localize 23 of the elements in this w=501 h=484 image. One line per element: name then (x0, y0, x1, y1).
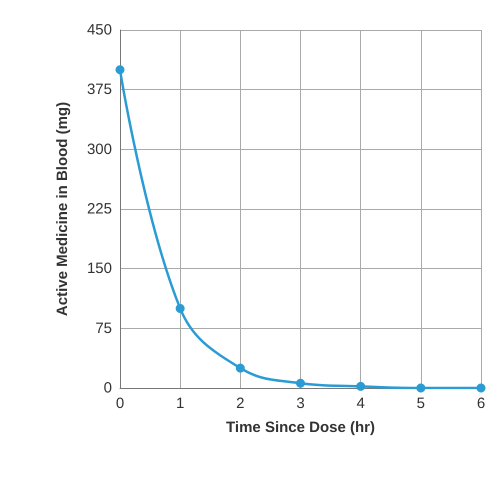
point (296, 378, 305, 388)
y-tick-label: 75 (95, 320, 112, 337)
x-tick-label: 3 (296, 395, 305, 412)
point (116, 65, 124, 74)
y-tick-label: 150 (86, 260, 112, 278)
y-tick-label: 0 (104, 380, 112, 396)
point (356, 382, 366, 391)
x-axis-title: Time Since Dose (hr) (226, 419, 375, 436)
x-tick-label: 0 (116, 395, 124, 412)
x-tick-label: 5 (416, 395, 426, 412)
x-tick-label: 6 (476, 395, 486, 412)
y-tick-label: 375 (86, 81, 112, 98)
y-tick-label: 300 (86, 140, 112, 158)
y-tick-label: 225 (86, 200, 112, 218)
point (416, 384, 426, 392)
x-tick-label: 1 (176, 395, 184, 412)
point (476, 384, 486, 392)
point (176, 304, 185, 313)
x-tick-label: 2 (236, 395, 245, 412)
x-tick-label: 4 (356, 395, 365, 412)
y-tick-label: 450 (86, 22, 112, 38)
point (236, 364, 245, 373)
y-axis-title: Active Medicine in Blood (mg) (54, 102, 71, 316)
